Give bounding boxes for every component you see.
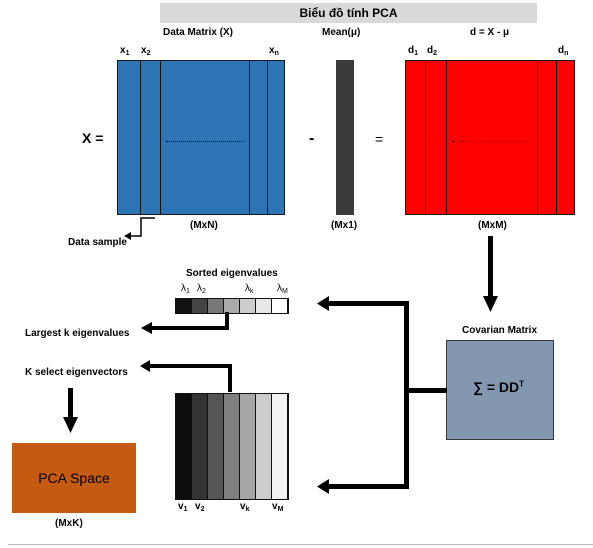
eigenvector-labels: v1 v2 vk vM bbox=[178, 501, 293, 515]
eigenvector-column bbox=[208, 394, 224, 499]
data-matrix-col-x2: x2 bbox=[141, 45, 151, 57]
diff-matrix-col-d2: d2 bbox=[427, 45, 438, 57]
data-matrix bbox=[117, 60, 285, 215]
vector-vk: vk bbox=[240, 501, 250, 513]
eigenvector-matrix bbox=[175, 393, 289, 500]
data-matrix-col-xn: xn bbox=[269, 45, 279, 57]
lambda-k: λk bbox=[245, 283, 254, 295]
vector-vm: vM bbox=[272, 501, 284, 513]
equals-sign: = bbox=[375, 131, 384, 147]
eigenvalue-cell bbox=[176, 299, 192, 313]
diff-matrix-ellipsis bbox=[452, 141, 532, 142]
data-sample-arrow bbox=[124, 217, 155, 240]
mean-vector bbox=[336, 60, 354, 215]
mean-label: Mean(μ) bbox=[322, 27, 361, 38]
x-equals-label: X = bbox=[82, 130, 104, 146]
diff-matrix bbox=[405, 60, 575, 215]
eigenvalue-cell bbox=[224, 299, 240, 313]
covariance-label: Covarian Matrix bbox=[462, 325, 538, 336]
covariance-matrix: ∑ = DDT bbox=[446, 340, 554, 440]
eigenvalue-cell bbox=[208, 299, 224, 313]
eigenvector-column bbox=[224, 394, 240, 499]
data-matrix-column-divider bbox=[267, 61, 268, 214]
k-select-arrow bbox=[140, 360, 232, 392]
covariance-formula: ∑ = DDT bbox=[473, 379, 525, 395]
bottom-divider bbox=[8, 544, 593, 545]
pca-space-label: PCA Space bbox=[38, 470, 110, 486]
vector-v2: v2 bbox=[195, 501, 205, 513]
eigenvalue-cell bbox=[192, 299, 208, 313]
diff-matrix-column-divider bbox=[446, 61, 447, 214]
diff-matrix-column-divider bbox=[556, 61, 557, 214]
data-matrix-col-x1: x1 bbox=[120, 45, 130, 57]
eigenvalue-cell bbox=[240, 299, 256, 313]
eigenvector-column bbox=[192, 394, 208, 499]
data-sample-label: Data sample bbox=[68, 237, 127, 248]
down-arrow-to-pca-space bbox=[63, 388, 78, 433]
eigenvalue-cell bbox=[256, 299, 272, 313]
diff-matrix-column-divider bbox=[425, 61, 426, 214]
down-arrow-to-covariance bbox=[483, 236, 498, 312]
eigenvector-column bbox=[256, 394, 272, 499]
diff-matrix-label: d = X - μ bbox=[470, 27, 510, 38]
mean-size: (Mx1) bbox=[331, 220, 358, 231]
data-matrix-label: Data Matrix (X) bbox=[163, 27, 234, 38]
covariance-connector bbox=[317, 296, 447, 494]
diff-matrix-column-divider bbox=[537, 61, 538, 214]
eigenvalue-cell bbox=[272, 299, 288, 313]
k-select-label: K select eigenvectors bbox=[25, 367, 128, 378]
data-matrix-column-divider bbox=[140, 61, 141, 214]
eigenvector-column bbox=[240, 394, 256, 499]
eigenvalue-strip bbox=[175, 298, 289, 314]
vector-v1: v1 bbox=[178, 501, 188, 513]
lambda-m: λM bbox=[277, 283, 288, 295]
lambda-1: λ1 bbox=[181, 283, 190, 295]
eigenvector-column bbox=[272, 394, 288, 499]
largest-k-arrow bbox=[141, 312, 229, 334]
sorted-eigenvalues-label: Sorted eigenvalues bbox=[186, 268, 278, 279]
data-matrix-column-divider bbox=[160, 61, 161, 214]
largest-k-label: Largest k eigenvalues bbox=[25, 328, 130, 339]
pca-space: PCA Space bbox=[12, 443, 136, 513]
diff-matrix-size: (MxM) bbox=[478, 220, 507, 231]
minus-sign: - bbox=[309, 130, 315, 147]
diff-matrix-col-d1: d1 bbox=[408, 45, 419, 57]
data-matrix-size: (MxN) bbox=[190, 220, 218, 231]
data-matrix-column-divider bbox=[249, 61, 250, 214]
data-matrix-ellipsis bbox=[166, 141, 244, 142]
pca-space-size: (MxK) bbox=[55, 518, 83, 529]
eigenvalue-symbols: λ1 λ2 λk λM bbox=[178, 283, 290, 297]
eigenvector-column bbox=[176, 394, 192, 499]
lambda-2: λ2 bbox=[197, 283, 206, 295]
diagram-title: Biểu đồ tính PCA bbox=[160, 3, 537, 23]
diff-matrix-col-dn: dn bbox=[558, 45, 569, 57]
